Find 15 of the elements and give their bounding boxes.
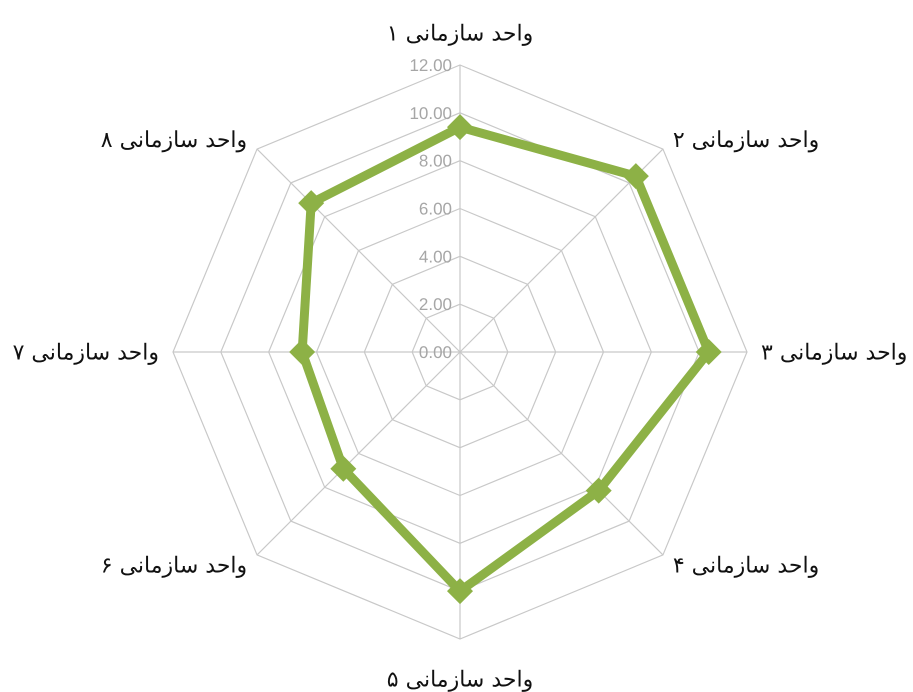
y-tick-label: 6.00 [418,199,452,218]
spoke-label: واحد سازمانی ۴ [672,554,820,579]
spoke-label: واحد سازمانی ۷ [12,340,159,366]
y-tick-label: 0.00 [418,342,452,362]
spoke-label: واحد سازمانی ۶ [100,554,248,579]
spoke-label: واحد سازمانی ۸ [100,128,248,153]
y-tick-label: 8.00 [418,152,452,171]
y-tick-label: 10.00 [409,104,452,123]
y-tick-label: 4.00 [418,247,452,266]
y-tick-label: 12.00 [409,56,452,75]
spoke-label: واحد سازمانی ۲ [672,128,820,153]
spoke-label: واحد سازمانی ۳ [761,340,908,366]
spoke-label: واحد سازمانی ۵ [386,668,534,692]
spoke-label: واحد سازمانی ۱ [386,22,534,47]
y-tick-label: 2.00 [418,295,452,314]
